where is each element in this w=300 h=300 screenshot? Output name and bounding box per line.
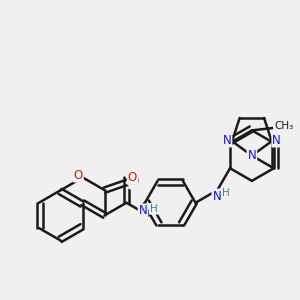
- Text: O: O: [128, 171, 137, 184]
- Text: N: N: [223, 134, 231, 146]
- Text: N: N: [248, 149, 256, 162]
- Text: O: O: [129, 176, 138, 188]
- Text: O: O: [74, 169, 83, 182]
- Text: N: N: [272, 134, 281, 146]
- Text: H: H: [222, 188, 230, 198]
- Text: CH₃: CH₃: [274, 121, 293, 131]
- Text: N: N: [139, 204, 147, 218]
- Text: N: N: [212, 190, 221, 202]
- Text: H: H: [150, 204, 158, 214]
